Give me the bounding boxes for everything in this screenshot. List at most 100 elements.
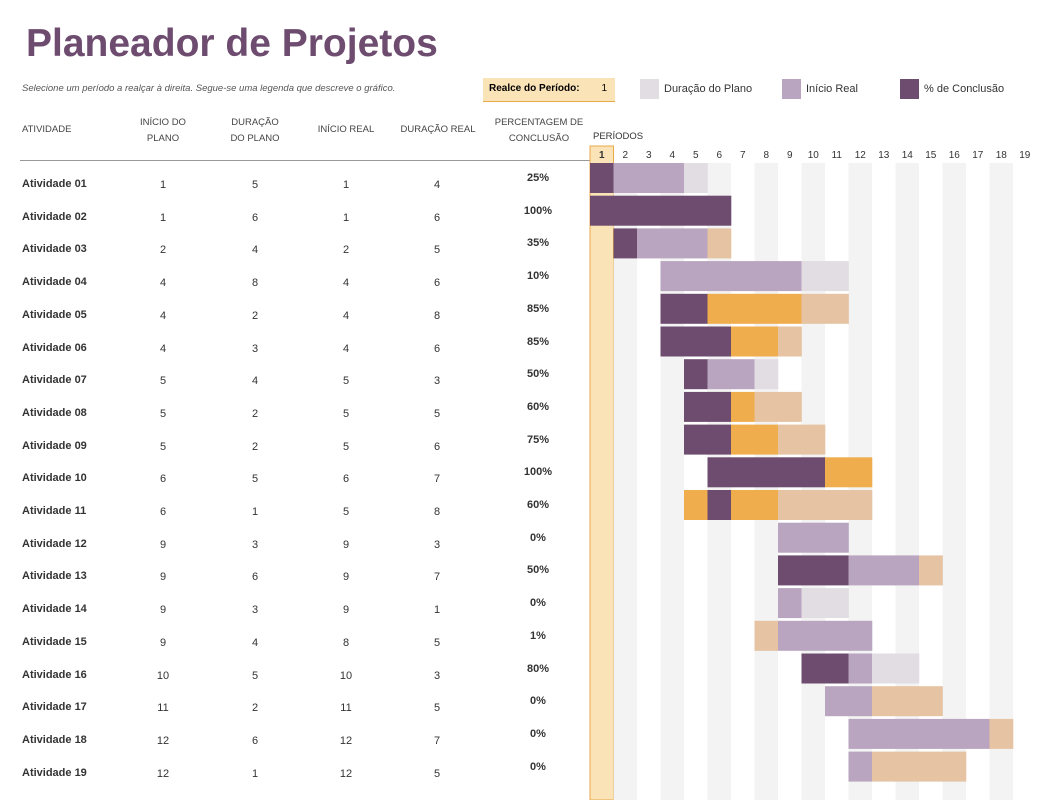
actual-cell bbox=[848, 555, 873, 586]
complete-cell bbox=[660, 326, 685, 357]
highlight-value[interactable]: 1 bbox=[601, 83, 607, 94]
actual-duration: 5 bbox=[433, 767, 441, 780]
percent-complete: 1% bbox=[530, 629, 546, 642]
plan-start: 5 bbox=[159, 407, 167, 420]
activity: Atividade 07 bbox=[22, 374, 87, 387]
period-stripe bbox=[942, 163, 966, 800]
plan-duration: 4 bbox=[251, 375, 259, 388]
actual-cell bbox=[754, 261, 779, 292]
complete-cell bbox=[707, 424, 732, 455]
plan-cell bbox=[895, 653, 920, 684]
complete-beyond-cell bbox=[778, 293, 802, 324]
plan-duration: 8 bbox=[251, 277, 259, 290]
plan-start: 10 bbox=[156, 669, 170, 682]
column-header: DURAÇÃO REAL bbox=[400, 124, 476, 135]
plan-start: 4 bbox=[159, 309, 167, 322]
actual-duration: 6 bbox=[433, 277, 441, 290]
actual-beyond-cell bbox=[754, 391, 779, 422]
complete-cell bbox=[801, 653, 826, 684]
actual-beyond-cell bbox=[707, 228, 732, 259]
percent-complete: 50% bbox=[526, 368, 550, 381]
actual-cell bbox=[848, 686, 873, 717]
percent-complete: 0% bbox=[530, 727, 546, 740]
activity: Atividade 11 bbox=[22, 505, 87, 517]
actual-beyond-cell bbox=[919, 555, 943, 586]
actual-cell bbox=[684, 261, 708, 292]
complete-cell bbox=[660, 195, 685, 226]
period-number: 10 bbox=[808, 150, 820, 161]
period-number: 9 bbox=[787, 150, 793, 161]
plan-cell bbox=[684, 163, 708, 193]
column-header: DURAÇÃO DO PLANO bbox=[230, 117, 280, 144]
complete-cell bbox=[613, 195, 638, 226]
actual-cell bbox=[707, 261, 732, 292]
percent-complete: 25% bbox=[526, 172, 550, 184]
actual-start: 9 bbox=[342, 604, 350, 617]
column-header: INÍCIO REAL bbox=[317, 124, 375, 135]
legend-label: Duração do Plano bbox=[664, 83, 753, 95]
percent-complete: 0% bbox=[530, 760, 546, 773]
complete-beyond-cell bbox=[731, 391, 755, 422]
actual-cell bbox=[731, 359, 755, 390]
period-number: 2 bbox=[622, 150, 628, 161]
complete-beyond-cell bbox=[754, 293, 779, 324]
percent-complete: 0% bbox=[530, 695, 546, 708]
period-number: 18 bbox=[996, 150, 1008, 161]
activity: Atividade 16 bbox=[22, 668, 87, 681]
actual-cell bbox=[825, 522, 849, 553]
complete-cell bbox=[801, 457, 826, 488]
complete-beyond-cell bbox=[731, 490, 755, 520]
activity: Atividade 09 bbox=[22, 439, 87, 452]
actual-start: 10 bbox=[339, 669, 353, 682]
period-number: 12 bbox=[855, 150, 867, 161]
actual-start: 12 bbox=[339, 767, 353, 780]
column-header: PERCENTAGEM DE CONCLUSÃO bbox=[494, 117, 584, 144]
plan-duration: 5 bbox=[251, 473, 259, 486]
plan-start: 12 bbox=[156, 734, 170, 747]
plan-start: 9 bbox=[159, 604, 167, 617]
highlight-box[interactable]: Realce do Período: 1 bbox=[483, 78, 615, 102]
actual-beyond-cell bbox=[778, 326, 802, 357]
complete-cell bbox=[590, 163, 614, 193]
complete-cell bbox=[613, 228, 638, 259]
legend-label: % de Conclusão bbox=[924, 83, 1005, 95]
complete-cell bbox=[684, 293, 708, 324]
actual-cell bbox=[660, 163, 685, 193]
activity: Atividade 13 bbox=[22, 570, 87, 583]
actual-duration: 7 bbox=[433, 734, 441, 747]
legend-swatch bbox=[782, 79, 801, 99]
actual-beyond-cell bbox=[872, 686, 896, 717]
actual-duration: 1 bbox=[433, 604, 441, 617]
complete-cell bbox=[707, 326, 732, 357]
activity: Atividade 18 bbox=[22, 733, 87, 746]
actual-cell bbox=[637, 228, 661, 259]
actual-start: 4 bbox=[342, 277, 350, 290]
complete-cell bbox=[660, 293, 685, 324]
actual-start: 12 bbox=[339, 734, 353, 747]
actual-beyond-cell bbox=[778, 490, 802, 520]
complete-cell bbox=[707, 490, 732, 520]
complete-beyond-cell bbox=[825, 457, 849, 488]
actual-beyond-cell bbox=[919, 751, 943, 782]
complete-cell bbox=[590, 195, 614, 226]
actual-start: 8 bbox=[342, 636, 350, 649]
actual-beyond-cell bbox=[895, 686, 920, 717]
plan-duration: 6 bbox=[251, 571, 259, 584]
complete-cell bbox=[825, 653, 849, 684]
period-number: 17 bbox=[972, 150, 984, 161]
plan-duration: 2 bbox=[251, 440, 259, 453]
actual-cell bbox=[660, 261, 685, 292]
actual-beyond-cell bbox=[989, 718, 1014, 749]
plan-duration: 4 bbox=[251, 636, 259, 649]
activity: Atividade 02 bbox=[22, 210, 87, 223]
activity: Atividade 12 bbox=[22, 537, 87, 550]
percent-complete: 50% bbox=[526, 564, 550, 577]
plan-start: 6 bbox=[159, 473, 167, 486]
actual-beyond-cell bbox=[848, 490, 873, 520]
activity: Atividade 03 bbox=[22, 243, 87, 256]
complete-cell bbox=[801, 555, 826, 586]
actual-beyond-cell bbox=[872, 751, 896, 782]
activity: Atividade 06 bbox=[22, 341, 87, 354]
percent-complete: 85% bbox=[526, 335, 550, 348]
